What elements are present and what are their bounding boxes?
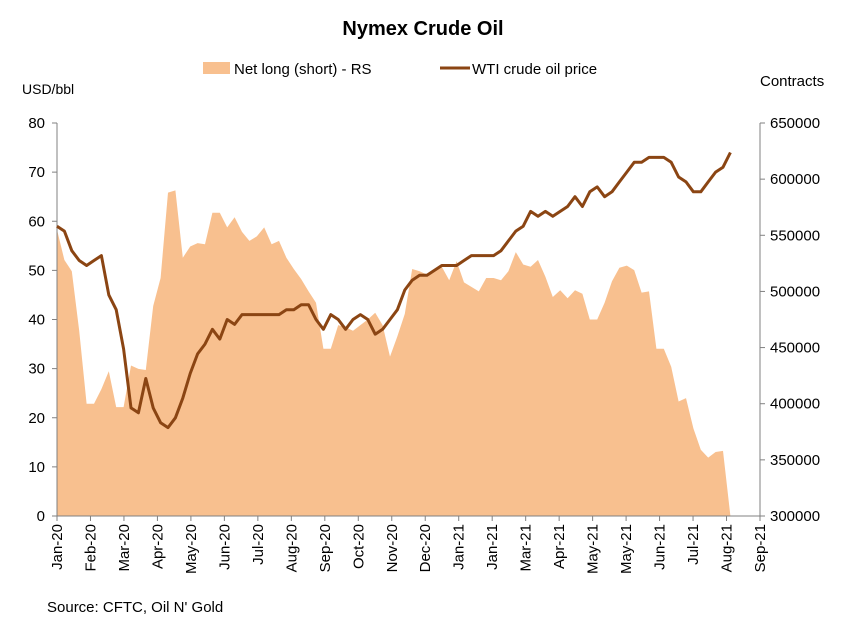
right-axis-unit: Contracts <box>760 73 824 90</box>
wti-price-line-layer <box>56 151 732 430</box>
x-tick-label: Jan-20 <box>49 524 66 570</box>
legend-label-net-long: Net long (short) - RS <box>234 61 372 78</box>
left-axis-unit: USD/bbl <box>22 81 74 97</box>
left-tick-label: 60 <box>28 213 45 230</box>
left-tick-label: 0 <box>37 508 45 525</box>
x-tick-label: Sep-20 <box>317 524 334 572</box>
x-tick-label: Nov-20 <box>384 524 401 572</box>
left-tick-label: 20 <box>28 410 45 427</box>
source-note: Source: CFTC, Oil N' Gold <box>47 599 223 616</box>
legend-label-wti: WTI crude oil price <box>472 61 597 78</box>
left-axis-ticks: 0 10 20 30 40 50 60 70 80 <box>28 115 57 525</box>
legend: Net long (short) - RS WTI crude oil pric… <box>203 61 597 78</box>
x-tick-label: Jun-20 <box>216 524 233 570</box>
x-tick-label: Apr-20 <box>149 524 166 569</box>
left-tick-label: 80 <box>28 115 45 132</box>
x-tick-label: Jan-21 <box>451 524 468 570</box>
x-tick-label: Mar-20 <box>116 524 133 572</box>
right-tick-label: 400000 <box>770 396 820 413</box>
x-tick-label: Oct-20 <box>350 524 367 569</box>
x-axis-ticks: Jan-20 Feb-20 Mar-20 Apr-20 May-20 Jun-20 Jul-… <box>49 516 769 574</box>
x-tick-label: Mar-21 <box>518 524 535 572</box>
chart-title: Nymex Crude Oil <box>342 18 503 40</box>
right-axis-ticks: 300000 350000 400000 450000 500000 550000 6000… <box>760 115 820 525</box>
right-tick-label: 500000 <box>770 283 820 300</box>
left-tick-label: 40 <box>28 312 45 329</box>
x-tick-label: Dec-20 <box>417 524 434 572</box>
x-tick-label: May-21 <box>585 524 602 574</box>
right-tick-label: 350000 <box>770 452 820 469</box>
x-tick-label: Jul-20 <box>250 524 267 565</box>
x-tick-label: Aug-21 <box>719 524 736 572</box>
left-tick-label: 50 <box>28 262 45 279</box>
right-tick-label: 650000 <box>770 115 820 132</box>
right-tick-label: 300000 <box>770 508 820 525</box>
right-tick-label: 600000 <box>770 171 820 188</box>
x-tick-label: Feb-20 <box>82 524 99 572</box>
left-tick-label: 70 <box>28 164 45 181</box>
x-tick-label: Jun-21 <box>652 524 669 570</box>
net-long-area <box>57 190 760 516</box>
legend-swatch-net-long <box>203 62 230 74</box>
x-tick-label: Jul-21 <box>685 524 702 565</box>
x-tick-label: May-20 <box>183 524 200 574</box>
x-tick-label: May-21 <box>618 524 635 574</box>
left-tick-label: 10 <box>28 459 45 476</box>
right-tick-label: 450000 <box>770 340 820 357</box>
x-tick-label: Aug-20 <box>283 524 300 572</box>
x-tick-label: Jan-21 <box>484 524 501 570</box>
x-tick-label: Sep-21 <box>752 524 769 572</box>
x-tick-label: Apr-21 <box>551 524 568 569</box>
right-tick-label: 550000 <box>770 227 820 244</box>
wti-price-line <box>56 151 732 430</box>
net-long-area-layer <box>57 190 760 516</box>
left-tick-label: 30 <box>28 361 45 378</box>
